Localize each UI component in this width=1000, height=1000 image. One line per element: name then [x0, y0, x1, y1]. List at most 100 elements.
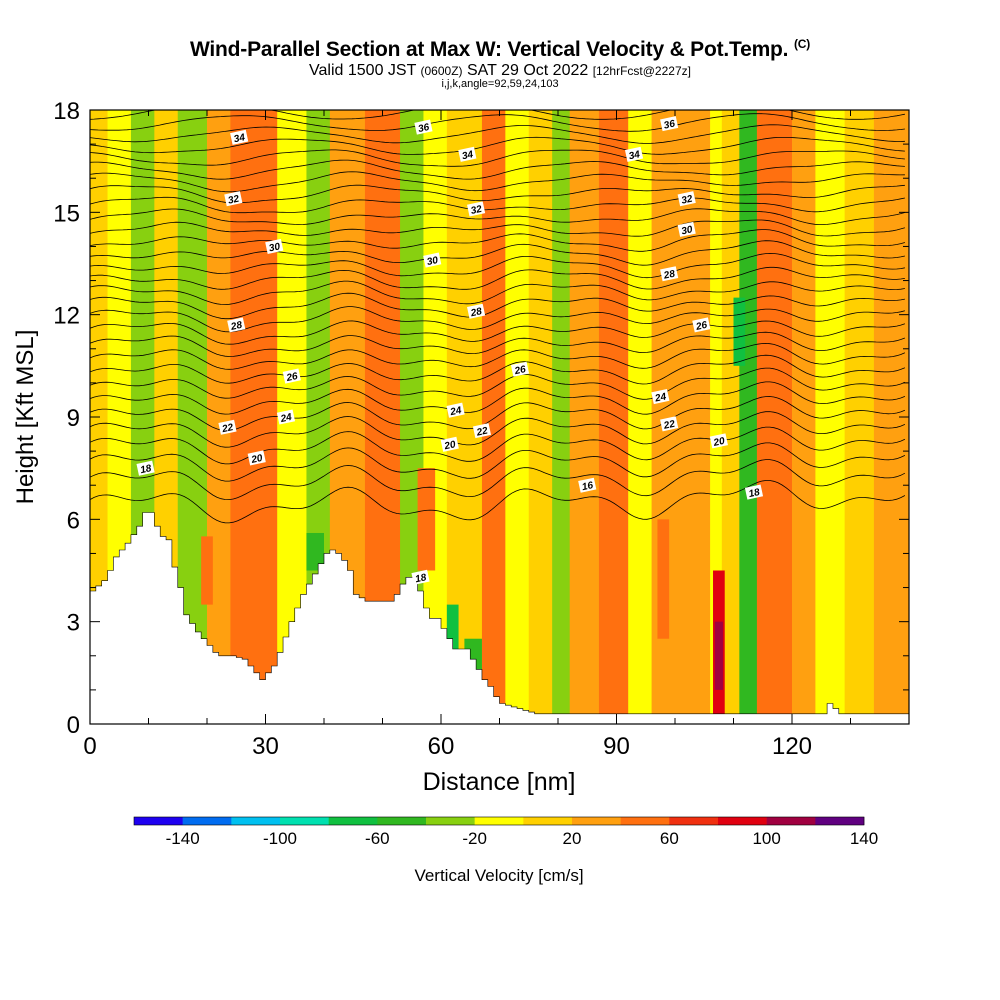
- pot-temp-isoline: [90, 208, 906, 226]
- contour-label: 26: [282, 368, 301, 384]
- terrain-mask: [89, 512, 910, 725]
- contour-label-bg: [411, 569, 430, 585]
- pot-temp-isoline: [90, 480, 906, 524]
- contour-label-bg: [136, 460, 155, 476]
- x-tick-label: 90: [603, 733, 630, 760]
- contour-label: 22: [660, 416, 679, 432]
- colorbar-swatch: [620, 817, 670, 825]
- contour-label: 26: [692, 317, 711, 333]
- colorbar-swatch: [474, 817, 524, 825]
- pot-temp-isoline: [90, 320, 906, 345]
- contour-label-text: 36: [663, 118, 677, 131]
- x-tick-label: 120: [772, 733, 812, 760]
- velocity-cell: [306, 532, 324, 571]
- contour-label-bg: [677, 191, 696, 207]
- colorbar-swatch: [426, 817, 475, 825]
- colorbar-swatch: [572, 817, 621, 825]
- contour-label: 24: [446, 402, 465, 418]
- contour-label-bg: [227, 317, 246, 333]
- contour-label: 30: [265, 238, 284, 254]
- pot-temp-isoline: [90, 442, 906, 482]
- contour-label-text: 32: [680, 194, 694, 207]
- contour-label-text: 26: [285, 371, 300, 384]
- copyright-mark: (C): [793, 37, 811, 51]
- contour-label-bg: [414, 119, 433, 135]
- pot-temp-isoline: [90, 171, 905, 193]
- pot-temp-isoline: [90, 381, 906, 415]
- pot-temp-isoline: [90, 306, 906, 333]
- velocity-column: [505, 110, 530, 724]
- velocity-column: [207, 110, 231, 724]
- colorbar-tick-label: 20: [563, 829, 582, 848]
- contour-label-bg: [744, 484, 764, 500]
- velocity-column: [680, 110, 711, 724]
- x-axis: 0 30 60 90 120: [83, 110, 910, 760]
- contour-label-text: 24: [653, 391, 668, 404]
- contour-label-text: 20: [712, 436, 727, 449]
- contour-label: 34: [458, 146, 477, 162]
- velocity-field: [90, 110, 909, 724]
- contour-label: 28: [467, 303, 486, 319]
- contour-label: 28: [227, 317, 246, 333]
- y-tick-label: 18: [53, 98, 80, 125]
- chart-subtitle: Valid 1500 JST (0600Z) SAT 29 Oct 2022 […: [0, 62, 1000, 80]
- contour-label-text: 34: [233, 132, 247, 145]
- velocity-cell: [417, 468, 436, 571]
- chart-params: i,j,k,angle=92,59,24,103: [441, 78, 559, 90]
- chart-title-text: Wind-Parallel Section at Max W: Vertical…: [189, 38, 789, 61]
- pot-temp-isoline: [90, 459, 906, 501]
- contour-label-bg: [423, 252, 442, 268]
- contour-label: 32: [677, 191, 696, 207]
- contour-label-bg: [651, 389, 670, 405]
- contour-label: 18: [136, 460, 155, 476]
- contour-label-bg: [218, 419, 237, 435]
- contour-label-bg: [660, 116, 679, 132]
- contour-label-bg: [660, 416, 679, 432]
- velocity-cell: [657, 519, 670, 639]
- colorbar-tick-label: -20: [462, 829, 487, 848]
- x-axis-label: Distance [nm]: [423, 768, 576, 796]
- x-tick-label: 0: [83, 733, 96, 760]
- colorbar: -140 -100 -60 -20 20 60 100 140: [133, 816, 878, 848]
- contour-label-text: 24: [448, 405, 463, 418]
- colorbar-tick-label: -60: [365, 829, 390, 848]
- contour-label: 26: [510, 361, 530, 377]
- colorbar-swatch: [669, 817, 719, 825]
- subtitle-forecast: [12hrFcst@2227z]: [592, 64, 691, 78]
- contour-label-text: 28: [469, 306, 484, 319]
- y-tick-label: 15: [53, 200, 80, 227]
- contour-label-bg: [230, 129, 249, 145]
- contour-label-text: 20: [443, 439, 458, 452]
- colorbar-swatch: [523, 817, 573, 825]
- contour-labels: 34 32 30 28 26 24 22 20 18 36 34 32 30 28 26 24 22 20 18 16…: [136, 116, 764, 585]
- contour-label-text: 18: [748, 487, 762, 500]
- contour-label-bg: [660, 266, 679, 282]
- colorbar-swatch: [766, 817, 816, 825]
- contour-label: 34: [230, 129, 249, 145]
- contour-label-text: 20: [249, 453, 264, 466]
- contour-label: 16: [578, 477, 597, 493]
- pot-temp-isoline: [90, 136, 905, 155]
- contour-label-bg: [446, 402, 465, 418]
- pot-temp-isoline: [90, 426, 906, 465]
- colorbar-tick-label: 140: [850, 829, 878, 848]
- contour-label: 24: [276, 409, 296, 425]
- contour-label: 20: [440, 436, 459, 453]
- pot-temp-isoline: [90, 184, 905, 204]
- contour-label-text: 16: [581, 480, 595, 493]
- velocity-column: [481, 110, 506, 724]
- y-tick-label: 3: [67, 610, 80, 637]
- y-axis-label: Height [Kft MSL]: [12, 330, 39, 505]
- velocity-column: [628, 110, 653, 724]
- y-tick-label: 0: [67, 712, 80, 739]
- contour-label-text: 18: [139, 463, 153, 476]
- colorbar-swatch: [718, 817, 767, 825]
- contour-label-text: 24: [279, 412, 294, 425]
- subtitle-date: SAT 29 Oct 2022: [467, 62, 589, 79]
- contour-label-bg: [224, 191, 243, 207]
- contour-label-bg: [472, 423, 492, 439]
- pot-temp-isoline: [90, 411, 906, 448]
- pot-temp-isoline: [90, 354, 906, 385]
